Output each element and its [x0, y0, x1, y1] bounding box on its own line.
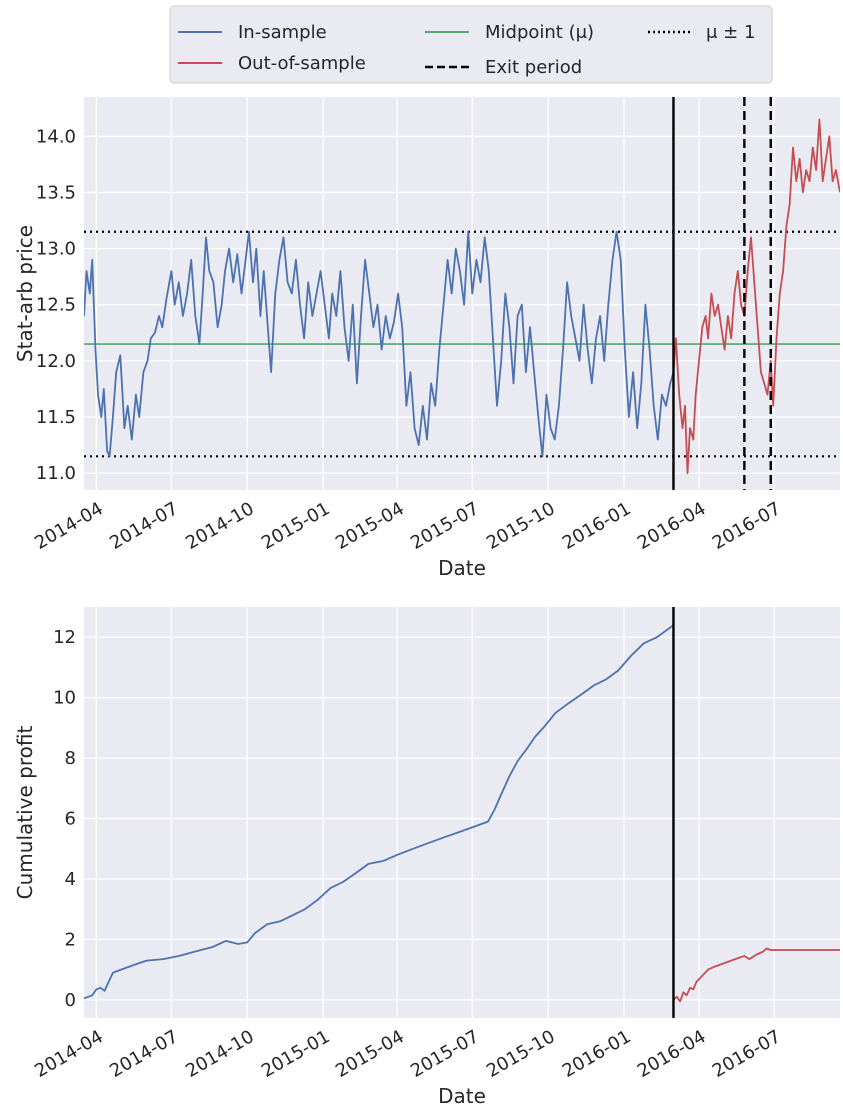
- chart-lower-y-tick-label: 10: [53, 688, 76, 709]
- chart-upper-x-tick-label: 2015-07: [407, 498, 483, 554]
- legend-label-midpoint: Midpoint (μ): [485, 22, 594, 43]
- chart-lower-x-tick-label: 2014-10: [182, 1026, 258, 1082]
- chart-upper-y-tick-label: 11.0: [36, 463, 76, 484]
- chart-lower-x-tick-label: 2015-01: [258, 1026, 334, 1082]
- chart-lower-x-tick-label: 2015-04: [332, 1026, 408, 1082]
- chart-lower-y-tick-label: 6: [65, 809, 76, 830]
- chart-lower-y-tick-label: 4: [65, 869, 76, 890]
- chart-upper-series-out-of-sample: [672, 118, 840, 475]
- chart-upper-x-tick-label: 2014-10: [182, 498, 258, 554]
- chart-lower-x-tick-label: 2015-10: [483, 1026, 559, 1082]
- chart-lower-x-tick-label: 2014-07: [106, 1026, 182, 1082]
- chart-lower-x-tick-label: 2016-04: [634, 1026, 710, 1082]
- chart-upper-y-tick-label: 11.5: [36, 407, 76, 428]
- chart-upper-x-tick-label: 2016-01: [559, 498, 635, 554]
- legend-label-exit-period: Exit period: [485, 57, 582, 78]
- legend-frame: [169, 5, 773, 84]
- chart-lower-y-tick-label: 8: [65, 748, 76, 769]
- chart-upper-y-tick-label: 12.5: [36, 295, 76, 316]
- chart-upper-x-tick-label: 2014-07: [106, 498, 182, 554]
- chart-upper-x-tick-label: 2014-04: [31, 498, 107, 554]
- chart-lower-x-axis-label: Date: [438, 1084, 486, 1108]
- chart-upper-y-tick-label: 12.0: [36, 351, 76, 372]
- chart-lower-y-axis-label: Cumulative profit: [13, 726, 37, 900]
- chart-upper-x-tick-label: 2016-04: [634, 498, 710, 554]
- chart-upper-clipped-layer: [84, 97, 840, 490]
- chart-lower-x-tick-label: 2014-04: [31, 1026, 107, 1082]
- chart-lower-x-tick-label: 2016-07: [709, 1026, 785, 1082]
- legend-label-mu-band: μ ± 1: [706, 22, 755, 43]
- chart-upper-x-tick-label: 2016-07: [709, 498, 785, 554]
- chart-lower-series-in-sample: [84, 624, 675, 1000]
- chart-upper-x-tick-label: 2015-01: [258, 498, 334, 554]
- chart-lower-x-tick-label: 2015-07: [407, 1026, 483, 1082]
- chart-lower-y-tick-label: 2: [65, 929, 76, 950]
- chart-upper-series-in-sample: [84, 230, 675, 458]
- chart-lower-x-tick-label: 2016-01: [559, 1026, 635, 1082]
- chart-lower-y-tick-label: 0: [65, 990, 76, 1011]
- legend-label-out-of-sample: Out-of-sample: [238, 53, 366, 74]
- chart-lower-y-tick-label: 12: [53, 627, 76, 648]
- chart-lower-series-out-of-sample: [672, 947, 840, 1003]
- chart-upper-x-axis-label: Date: [438, 556, 486, 580]
- legend: In-sample Out-of-sample Midpoint (μ) Exi…: [169, 5, 773, 84]
- chart-upper-x-tick-label: 2015-04: [332, 498, 408, 554]
- chart-upper-y-axis-label: Stat-arb price: [13, 225, 37, 362]
- chart-upper-y-tick-label: 13.5: [36, 182, 76, 203]
- chart-upper-y-tick-label: 14.0: [36, 126, 76, 147]
- chart-upper-x-tick-label: 2015-10: [483, 498, 559, 554]
- chart-lower-clipped-layer: [84, 607, 840, 1018]
- chart-lower-plot-area: [84, 607, 840, 1018]
- chart-upper-y-tick-label: 13.0: [36, 239, 76, 260]
- legend-label-in-sample: In-sample: [238, 22, 327, 43]
